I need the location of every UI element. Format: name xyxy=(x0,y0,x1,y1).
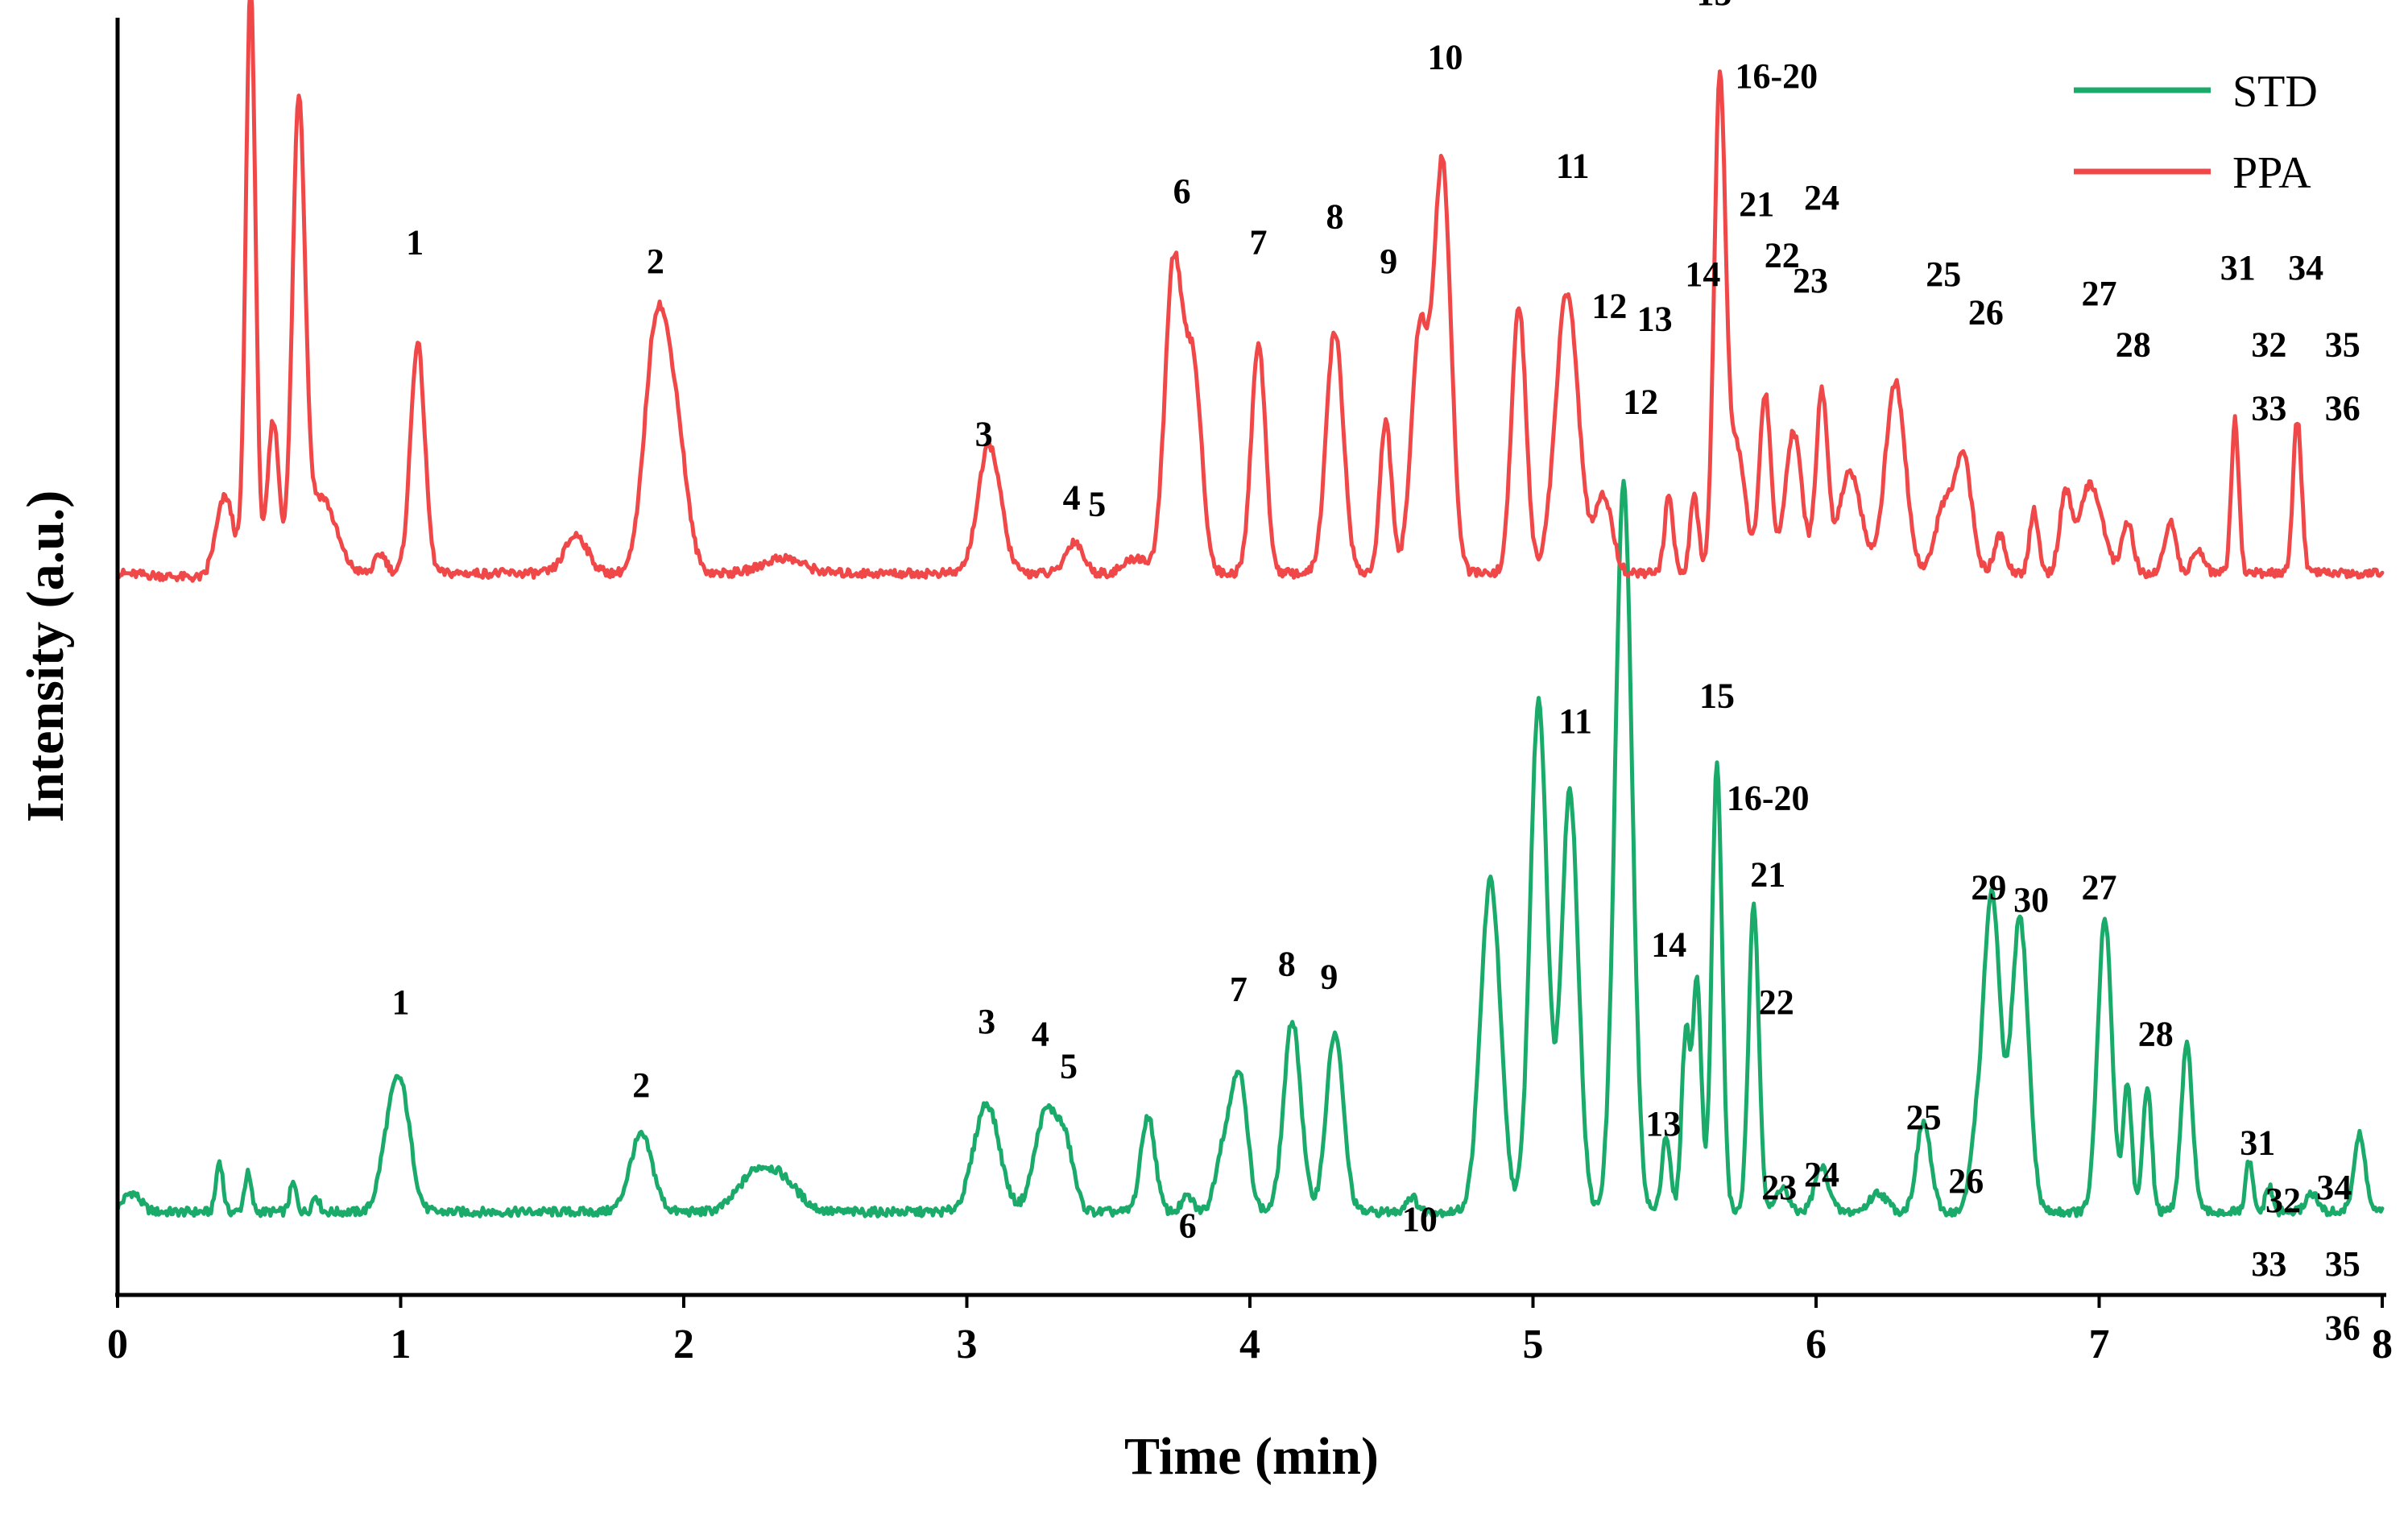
peak-label-ppa-33: 33 xyxy=(2251,389,2286,428)
peak-label-ppa-14: 14 xyxy=(1685,254,1720,294)
peak-label-ppa-31: 31 xyxy=(2220,248,2256,287)
peak-label-ppa-26: 26 xyxy=(1968,293,2004,333)
peak-label-ppa-35: 35 xyxy=(2325,325,2360,364)
peak-label-std-4: 4 xyxy=(1032,1015,1049,1054)
peak-label-std-35: 35 xyxy=(2325,1244,2360,1284)
peak-label-std-9: 9 xyxy=(1320,957,1338,996)
peak-label-ppa-3: 3 xyxy=(975,414,993,453)
peak-label-ppa-7: 7 xyxy=(1250,222,1268,262)
peak-label-ppa-11: 11 xyxy=(1556,146,1590,185)
peak-label-ppa-10: 10 xyxy=(1428,37,1463,77)
peak-label-std-6: 6 xyxy=(1179,1206,1197,1246)
x-tick-label-1: 1 xyxy=(391,1322,412,1367)
peak-label-ppa-5: 5 xyxy=(1088,485,1106,524)
x-tick-label-4: 4 xyxy=(1239,1322,1260,1367)
traces-layer xyxy=(115,0,2385,1218)
x-tick-label-3: 3 xyxy=(957,1322,978,1367)
peak-label-ppa-21: 21 xyxy=(1739,184,1774,224)
peak-label-ppa-1: 1 xyxy=(406,222,424,262)
peak-label-std-2: 2 xyxy=(632,1065,650,1105)
peak-label-std-27: 27 xyxy=(2082,867,2117,907)
peak-label-ppa-12: 12 xyxy=(1591,287,1627,326)
peak-label-std-28: 28 xyxy=(2138,1015,2174,1054)
peak-label-ppa-13: 13 xyxy=(1637,300,1673,339)
peak-label-ppa-28: 28 xyxy=(2116,325,2151,364)
peak-label-std-34: 34 xyxy=(2316,1168,2352,1207)
peak-label-std-29: 29 xyxy=(1971,867,2006,907)
peak-label-std-22: 22 xyxy=(1759,982,1794,1022)
peak-label-std-36: 36 xyxy=(2325,1309,2360,1348)
peak-label-ppa-8: 8 xyxy=(1326,197,1344,237)
peak-label-std-7: 7 xyxy=(1230,970,1247,1009)
peak-label-std-15: 15 xyxy=(1699,676,1735,715)
peak-label-ppa-36: 36 xyxy=(2325,389,2360,428)
peak-label-std-16-20: 16-20 xyxy=(1727,778,1810,817)
peak-label-std-12: 12 xyxy=(1623,383,1658,422)
peak-label-ppa-16-20: 16-20 xyxy=(1735,56,1818,96)
x-tick-label-0: 0 xyxy=(107,1322,128,1367)
peak-label-ppa-34: 34 xyxy=(2288,248,2323,287)
peak-label-std-10: 10 xyxy=(1402,1200,1438,1239)
peak-label-std-8: 8 xyxy=(1278,945,1296,984)
peak-label-std-30: 30 xyxy=(2013,880,2049,920)
peak-label-ppa-25: 25 xyxy=(1926,254,1961,294)
peak-label-std-32: 32 xyxy=(2265,1181,2301,1220)
peak-label-ppa-2: 2 xyxy=(647,242,664,281)
axes-layer xyxy=(115,18,2386,1297)
legend-label-std: STD xyxy=(2232,67,2318,117)
peak-label-ppa-4: 4 xyxy=(1063,478,1081,518)
peak-label-std-33: 33 xyxy=(2251,1244,2286,1284)
peak-label-std-13: 13 xyxy=(1645,1104,1681,1144)
peak-label-std-5: 5 xyxy=(1060,1046,1078,1086)
x-tick-label-2: 2 xyxy=(673,1322,694,1367)
peak-label-std-31: 31 xyxy=(2240,1123,2275,1163)
peak-label-ppa-32: 32 xyxy=(2251,325,2286,364)
peak-label-ppa-24: 24 xyxy=(1804,178,1839,217)
legend-label-ppa: PPA xyxy=(2232,148,2311,198)
x-tick-label-6: 6 xyxy=(1806,1322,1827,1367)
peak-label-std-11: 11 xyxy=(1558,701,1592,741)
peak-label-ppa-27: 27 xyxy=(2082,274,2117,313)
series-line-std xyxy=(115,478,2385,1218)
series-line-ppa xyxy=(115,0,2385,583)
peak-label-std-24: 24 xyxy=(1804,1155,1839,1194)
peak-label-ppa-9: 9 xyxy=(1380,242,1397,281)
x-ticks-layer: 0 1 2 3 4 5 6 7 8 xyxy=(107,1295,2393,1367)
peak-label-std-21: 21 xyxy=(1750,855,1785,895)
x-tick-label-8: 8 xyxy=(2372,1322,2393,1367)
peak-label-ppa-22: 22 xyxy=(1765,235,1800,275)
x-axis-title: Time (min) xyxy=(1124,1427,1379,1486)
peak-label-ppa-6: 6 xyxy=(1173,172,1191,211)
peak-label-std-3: 3 xyxy=(978,1002,995,1041)
legend: STD PPA xyxy=(2074,67,2318,198)
y-axis-title: Intensity (a.u.) xyxy=(16,490,75,823)
peak-label-std-23: 23 xyxy=(1761,1168,1797,1207)
x-tick-label-7: 7 xyxy=(2089,1322,2110,1367)
x-tick-label-5: 5 xyxy=(1523,1322,1544,1367)
peak-label-std-26: 26 xyxy=(1948,1161,1984,1201)
peak-label-std-1: 1 xyxy=(392,982,410,1022)
peak-label-ppa-23: 23 xyxy=(1793,261,1828,300)
peak-label-std-25: 25 xyxy=(1906,1098,1942,1137)
peak-label-ppa-15: 15 xyxy=(1697,0,1732,13)
peak-label-std-14: 14 xyxy=(1651,925,1686,965)
